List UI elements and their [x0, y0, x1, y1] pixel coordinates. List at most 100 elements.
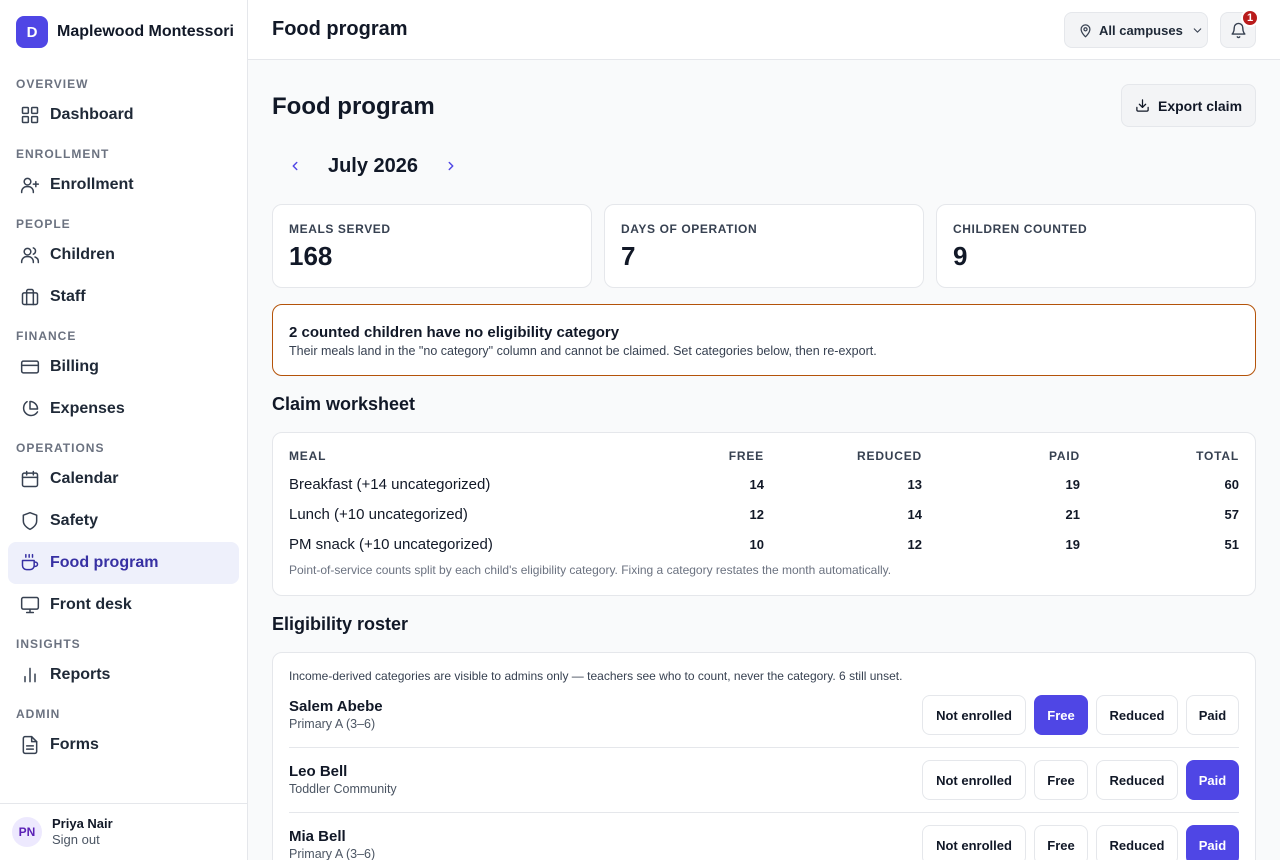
month-label: July 2026: [327, 154, 419, 177]
sidebar-item-label: Front desk: [50, 596, 132, 613]
eligibility-option-reduced[interactable]: Reduced: [1096, 825, 1178, 860]
stat-label: DAYS OF OPERATION: [621, 222, 758, 236]
count-cell: 57: [1224, 506, 1239, 522]
sidebar-item-expenses[interactable]: Expenses: [8, 388, 239, 430]
export-claim-button[interactable]: Export claim: [1121, 84, 1256, 127]
count-cell: 14: [907, 506, 922, 522]
eligibility-option-paid[interactable]: Paid: [1186, 760, 1239, 800]
user-plus-icon: [20, 177, 40, 194]
count-cell: 19: [1065, 476, 1080, 492]
roster-row: Salem Abebe Primary A (3–6) Not enrolled Fr…: [289, 683, 1239, 748]
grid-icon: [21, 106, 39, 124]
sidebar-item-children[interactable]: Children: [8, 234, 239, 276]
sidebar-item-dashboard[interactable]: Dashboard: [8, 94, 239, 136]
map-pin-icon: [1080, 23, 1091, 37]
eligibility-option-not-enrolled[interactable]: Not enrolled: [922, 825, 1026, 860]
child-room: Toddler Community: [289, 782, 397, 796]
shield-icon: [22, 511, 38, 531]
sidebar: D Maplewood Montessori OVERVIEW Dashboard…: [0, 0, 248, 860]
eligibility-option-not-enrolled[interactable]: Not enrolled: [922, 760, 1026, 800]
child-info: Leo Bell Toddler Community: [289, 763, 397, 797]
eligibility-option-free[interactable]: Free: [1034, 760, 1088, 800]
briefcase-icon: [21, 288, 39, 306]
eligibility-option-paid[interactable]: Paid: [1186, 825, 1239, 860]
child-name[interactable]: Salem Abebe: [289, 698, 383, 715]
sidebar-item-food-program[interactable]: Food program: [8, 542, 239, 584]
sidebar-item-staff[interactable]: Staff: [8, 276, 239, 318]
sidebar-item-forms[interactable]: Forms: [8, 724, 239, 766]
page-title: Food program: [272, 93, 435, 120]
calendar-icon: [21, 470, 39, 488]
campus-selector[interactable]: All campuses: [1064, 12, 1208, 48]
file-icon: [22, 735, 38, 755]
brand-name: Maplewood Montessori: [57, 23, 234, 40]
nav-section-operations: OPERATIONS: [16, 441, 105, 455]
cup-icon: [21, 553, 39, 571]
sidebar-item-billing[interactable]: Billing: [8, 346, 239, 388]
user-profile: PN Priya Nair Sign out: [0, 803, 247, 860]
monitor-icon: [20, 596, 40, 614]
sidebar-item-label: Calendar: [50, 470, 119, 487]
column-header: FREE: [728, 449, 764, 463]
eligibility-option-reduced[interactable]: Reduced: [1096, 695, 1178, 735]
next-month-button[interactable]: [440, 155, 462, 177]
sidebar-item-label: Forms: [50, 736, 99, 753]
month-navigator: July 2026: [284, 154, 462, 178]
count-cell: 60: [1224, 476, 1239, 492]
eligibility-option-free[interactable]: Free: [1034, 695, 1088, 735]
stat-days-of-operation: DAYS OF OPERATION 7: [604, 204, 924, 288]
child-room: Primary A (3–6): [289, 847, 376, 860]
column-header: TOTAL: [1196, 449, 1239, 463]
sidebar-item-calendar[interactable]: Calendar: [8, 458, 239, 500]
brand[interactable]: D Maplewood Montessori: [16, 16, 234, 48]
sidebar-item-label: Safety: [50, 512, 99, 529]
export-claim-label: Export claim: [1157, 97, 1243, 114]
sidebar-item-enrollment[interactable]: Enrollment: [8, 164, 239, 206]
chevron-left-icon: [292, 161, 298, 171]
count-cell: 51: [1224, 536, 1239, 552]
nav-section-admin: ADMIN: [16, 707, 61, 721]
eligibility-option-paid[interactable]: Paid: [1186, 695, 1239, 735]
stat-children-counted: CHILDREN COUNTED 9: [936, 204, 1256, 288]
stat-value: 7: [621, 241, 636, 271]
roster-row: Mia Bell Primary A (3–6) Not enrolled Free R…: [289, 813, 1239, 860]
previous-month-button[interactable]: [284, 155, 306, 177]
roster-row: Leo Bell Toddler Community Not enrolled Fre…: [289, 748, 1239, 813]
column-header: MEAL: [289, 449, 327, 463]
nav-section-people: PEOPLE: [16, 217, 71, 231]
eligibility-option-reduced[interactable]: Reduced: [1096, 760, 1178, 800]
alert-body: Their meals land in the "no category" co…: [289, 344, 877, 358]
chevron-down-icon: [1193, 27, 1202, 33]
stats-row: MEALS SERVED 168 DAYS OF OPERATION 7 CHI…: [272, 204, 1256, 288]
roster-note: Income-derived categories are visible to…: [289, 669, 903, 683]
sidebar-item-label: Children: [50, 246, 115, 263]
count-cell: 12: [907, 536, 922, 552]
eligibility-option-not-enrolled[interactable]: Not enrolled: [922, 695, 1026, 735]
count-cell: 13: [907, 476, 922, 492]
eligibility-selector: Not enrolled Free Reduced Paid: [922, 825, 1239, 860]
sidebar-item-reports[interactable]: Reports: [8, 654, 239, 696]
bell-icon: [1230, 22, 1246, 38]
count-cell: 19: [1065, 536, 1080, 552]
notifications-button[interactable]: 1: [1220, 9, 1259, 48]
sidebar-item-label: Food program: [50, 554, 159, 571]
sidebar-item-safety[interactable]: Safety: [8, 500, 239, 542]
sign-out-link[interactable]: Sign out: [52, 832, 100, 847]
eligibility-roster-card: Income-derived categories are visible to…: [272, 652, 1256, 860]
sidebar-item-front-desk[interactable]: Front desk: [8, 584, 239, 626]
claim-worksheet-table: MEAL FREE REDUCED PAID TOTAL Breakfast (…: [289, 449, 1239, 559]
nav-section-overview: OVERVIEW: [16, 77, 89, 91]
eligibility-selector: Not enrolled Free Reduced Paid: [922, 695, 1239, 735]
sidebar-item-label: Expenses: [50, 400, 125, 417]
sidebar-item-label: Billing: [50, 358, 99, 375]
child-name[interactable]: Mia Bell: [289, 828, 346, 845]
count-cell: 14: [749, 476, 764, 492]
column-header: PAID: [1049, 449, 1080, 463]
claim-worksheet-title: Claim worksheet: [272, 394, 416, 414]
count-cell: 10: [749, 536, 764, 552]
meal-name-cell: Breakfast (+14 uncategorized): [289, 475, 491, 493]
child-name[interactable]: Leo Bell: [289, 763, 348, 780]
count-cell: 12: [749, 506, 764, 522]
user-name: Priya Nair: [52, 816, 113, 831]
eligibility-option-free[interactable]: Free: [1034, 825, 1088, 860]
